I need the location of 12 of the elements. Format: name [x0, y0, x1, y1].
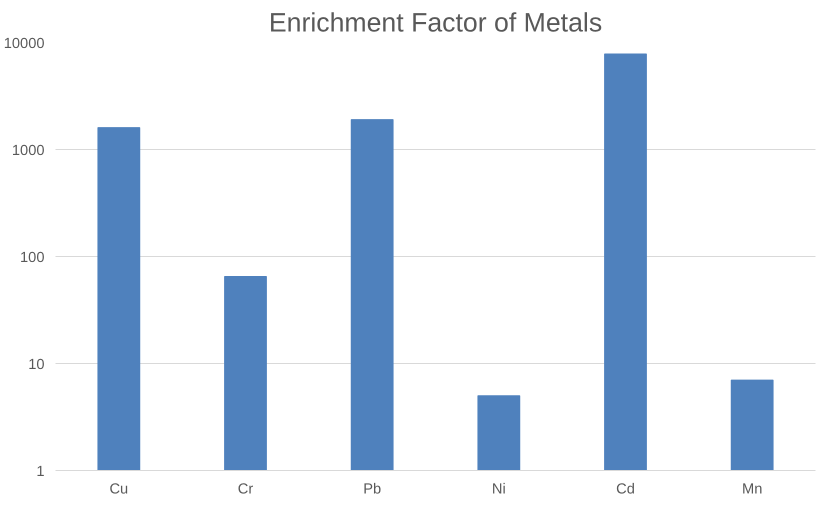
y-tick-label: 100: [20, 250, 45, 266]
y-tick-label: 1000: [12, 143, 45, 159]
y-tick-label: 10: [28, 357, 45, 373]
y-tick-label: 1: [36, 464, 45, 480]
x-tick-label: Cd: [616, 482, 635, 498]
x-tick-label: Pb: [363, 482, 382, 498]
x-tick-label: Mn: [742, 482, 762, 498]
x-tick-label: Cr: [238, 482, 254, 498]
y-tick-label: 10000: [4, 36, 45, 52]
x-tick-label: Ni: [492, 482, 506, 498]
x-tick-label: Cu: [109, 482, 128, 498]
chart-title: Enrichment Factor of Metals: [268, 8, 602, 38]
